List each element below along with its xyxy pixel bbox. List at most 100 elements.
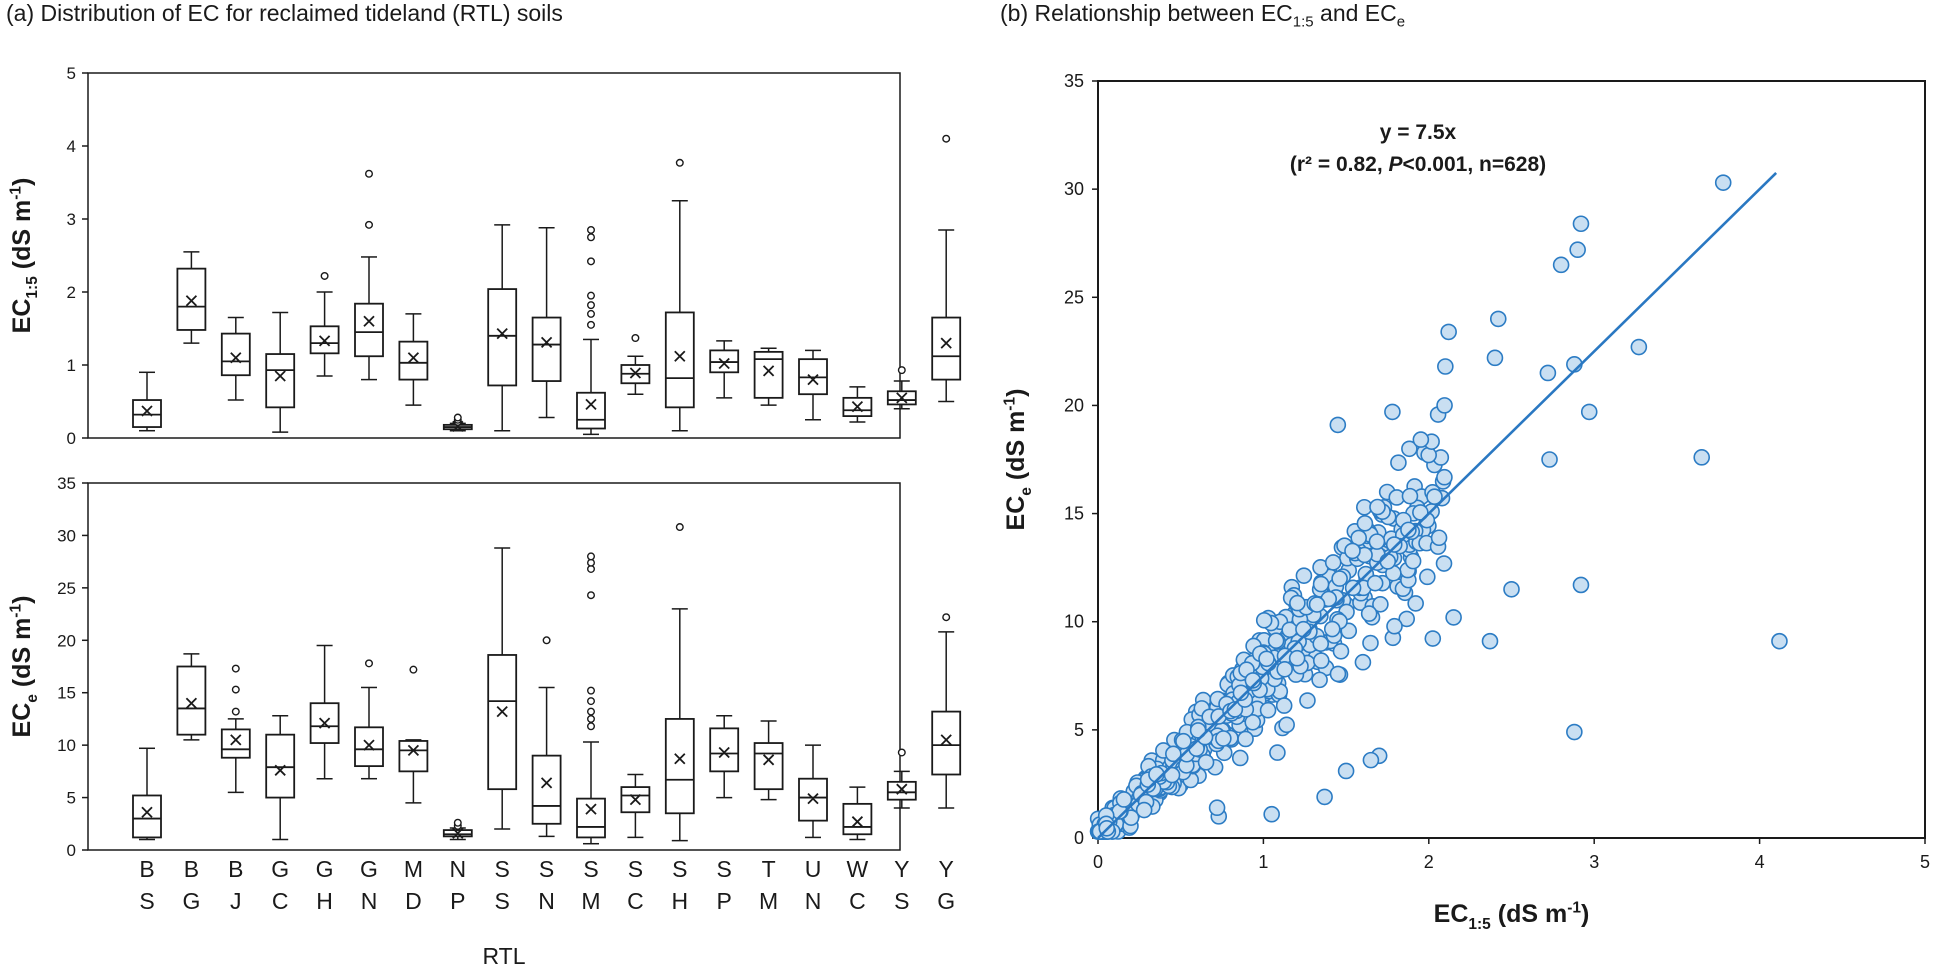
ece-box-MD [398,665,429,804]
category-label-MD-line1: M [404,856,423,882]
category-label-BS-line2: S [139,888,154,914]
outlier-point [587,722,596,731]
outlier-point [587,257,596,266]
mean-marker [318,335,331,347]
scatter-point [1299,692,1316,709]
mean-marker [851,816,864,828]
scatter-point [1714,174,1732,191]
outlier-point [587,225,596,234]
outlier-point [587,697,596,706]
ece-plot-frame [87,482,901,851]
scatter-point [1332,642,1350,660]
scatter-point [1189,722,1207,739]
scatter-point [1552,256,1570,274]
mean-marker [585,398,597,411]
ec15-box-YS [886,366,917,410]
panel-b-title: (b) Relationship between EC1:5 and ECe [1000,0,1406,31]
scatter-point [1539,364,1557,382]
ece-ytick-label: 15 [57,684,76,703]
scatter-point [1331,570,1348,587]
scatter-y-axis-label-text: ECe (dS m-1) [1002,389,1036,531]
scatter-point [1435,555,1453,572]
ece-ytick-label: 5 [67,789,76,808]
scatter-point [1278,716,1295,734]
scatter-point [1407,595,1424,612]
scatter-point [1175,732,1192,750]
outlier-point [320,271,329,280]
iqr-box [398,740,429,773]
category-label-SS-line2: S [495,888,510,914]
scatter-point [1324,554,1342,571]
ece-box-SM [576,552,606,845]
ec15-box-YG [931,134,962,403]
ece-box-BJ [220,664,251,794]
ec15-ytick-label: 1 [67,356,76,375]
mean-marker [540,777,553,789]
ece-box-SH [664,523,695,842]
scatter-point [1255,611,1273,629]
iqr-box [176,267,207,331]
iqr-box [132,399,162,428]
scatter-point [1269,744,1286,761]
scatter-point [1569,241,1586,259]
iqr-box [487,654,518,791]
scatter-point [1420,446,1437,464]
mean-marker [318,717,331,729]
iqr-box [220,332,251,377]
scatter-point [1503,580,1520,598]
category-label-SP-line2: P [717,888,732,914]
scatter-point [1135,801,1153,819]
scatter-point [1215,730,1232,747]
scatter-point [1368,533,1386,550]
mean-marker [407,744,420,757]
mean-marker [496,327,508,340]
panel-a-x-axis-label: RTL [482,943,525,969]
scatter-point [1572,215,1590,233]
iqr-box [220,728,251,759]
category-label-GH-line2: H [316,888,333,914]
ec15-box-TM [753,347,784,406]
mean-marker [496,705,508,718]
ece-y-axis-label-text: ECe (dS m-1) [8,596,42,738]
ec15-ytick-label: 0 [67,429,76,448]
outlier-point [231,685,240,694]
iqr-box [487,288,518,387]
iqr-box [354,726,384,768]
scatter-point [1354,653,1372,671]
scatter-point [1316,788,1333,806]
mean-marker [851,400,864,413]
scatter-point [1197,753,1215,771]
mean-marker [230,352,242,364]
scatter-point [1258,650,1275,668]
ec15-box-GH [309,271,340,377]
scatter-point [1445,609,1462,626]
ece-y-axis-label: ECe (dS m-1) [8,596,42,738]
scatter-point [1566,723,1583,741]
category-label-TM-line2: M [759,888,778,914]
iqr-box [664,718,695,815]
scatter-xtick-label: 4 [1755,852,1765,872]
category-label-BS-line1: B [139,856,154,882]
scatter-point [1489,310,1507,328]
outlier-point [587,707,596,716]
ec15-box-GN [354,169,384,381]
scatter-point [1263,805,1280,823]
outlier-point [365,659,374,668]
category-label-SC-line1: S [628,856,643,882]
category-label-MD-line2: D [405,888,422,914]
ec15-box-SP [709,340,740,399]
scatter-point [1436,468,1453,486]
ece-box-GN [354,659,384,780]
outlier-point [587,309,596,318]
category-label-UN-line2: N [805,888,822,914]
scatter-point [1580,403,1598,421]
category-label-SN-line1: S [539,856,554,882]
outlier-point [453,818,462,827]
scatter-xtick-label: 1 [1258,852,1268,872]
ece-ytick-label: 35 [57,474,76,493]
mean-marker [807,792,819,805]
scatter-point [1440,323,1457,341]
ece-ytick-label: 20 [57,631,76,650]
category-label-SH-line1: S [672,856,687,882]
category-label-YS-line2: S [894,888,909,914]
